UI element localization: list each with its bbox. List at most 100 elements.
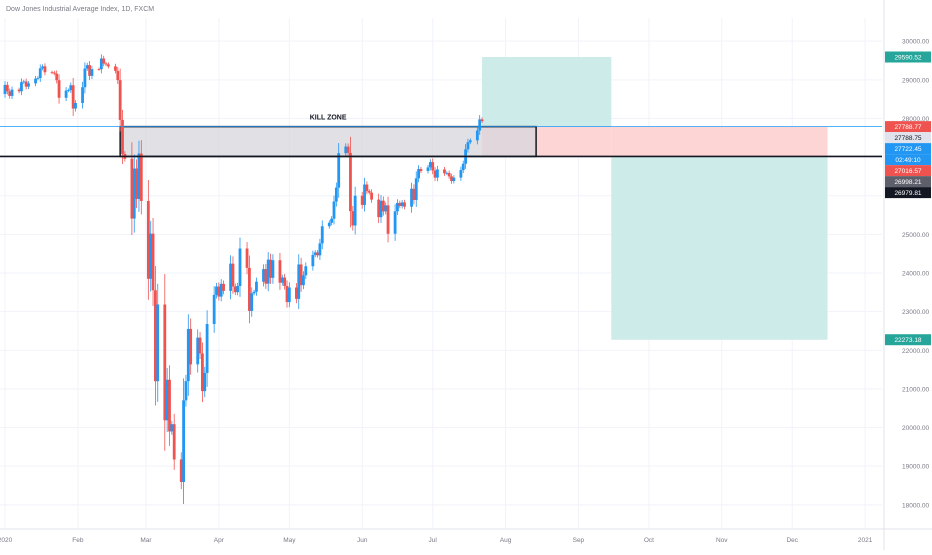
candle-body — [231, 263, 235, 287]
candle-body — [414, 178, 418, 200]
candle-body — [57, 80, 61, 98]
candle-body — [363, 184, 366, 205]
candle-body — [311, 255, 315, 267]
candle-body — [381, 200, 385, 212]
price-label: 27788.77 — [885, 121, 931, 133]
candle-body — [403, 202, 406, 207]
candle-body — [165, 379, 169, 421]
candle-body — [271, 260, 275, 278]
price-label-text: 27788.77 — [894, 124, 921, 131]
x-tick-label: Dec — [786, 537, 798, 544]
symbol-title: Dow Jones Industrial Average Index, 1D, … — [6, 6, 155, 13]
candle-body — [445, 172, 449, 174]
candle-body — [252, 291, 256, 294]
x-tick-label: Nov — [716, 537, 728, 544]
candle-body — [285, 285, 289, 303]
x-tick-label: Aug — [500, 537, 512, 544]
candle-body — [283, 277, 287, 286]
candle-body — [320, 226, 324, 244]
candle-body — [287, 287, 291, 303]
candle-body — [278, 260, 282, 283]
candle-body — [38, 68, 42, 78]
candle-body — [10, 89, 14, 96]
candle-body — [316, 252, 319, 256]
candle-body — [255, 281, 258, 292]
candle-body — [262, 269, 265, 282]
candle-body — [5, 84, 9, 92]
candle-body — [478, 119, 482, 131]
price-label-text: 02:49:10 — [895, 157, 921, 164]
y-tick-label: 20000.00 — [902, 425, 929, 432]
x-tick-label: Jun — [357, 537, 368, 544]
x-tick-label: Sep — [573, 537, 585, 544]
candle-body — [17, 89, 21, 92]
candle-body — [327, 222, 331, 227]
y-tick-label: 18000.00 — [902, 502, 929, 509]
candle-body — [384, 205, 388, 212]
price-label-text: 22273.18 — [894, 337, 921, 344]
candle-body — [182, 400, 185, 482]
candle-body — [179, 459, 183, 482]
candle-body — [107, 64, 110, 67]
candle-body — [295, 287, 298, 299]
price-label-bg — [885, 165, 931, 177]
candle-body — [118, 80, 122, 120]
price-label-text: 27016.57 — [894, 168, 921, 175]
price-label-bg — [885, 154, 931, 166]
short-stop-zone — [611, 126, 828, 157]
y-tick-label: 29000.00 — [902, 77, 929, 84]
price-label: 27788.75 — [885, 132, 931, 144]
candle-body — [81, 87, 84, 103]
candle-body — [452, 177, 456, 182]
candle-body — [450, 176, 453, 182]
candle-body — [20, 82, 23, 92]
candle-body — [149, 233, 153, 279]
candle-body — [27, 83, 30, 87]
candle-body — [447, 172, 451, 177]
candle-body — [238, 248, 242, 286]
y-tick-label: 21000.00 — [902, 386, 929, 393]
candle-body — [393, 211, 397, 234]
candle-body — [135, 168, 138, 199]
candle-body — [22, 81, 26, 83]
candle-body — [443, 169, 446, 174]
price-label-bg — [885, 132, 931, 144]
candle-body — [233, 286, 237, 293]
x-tick-label: Feb — [72, 537, 84, 544]
time-axis[interactable]: 2020 Feb Mar Apr May Jun Jul Aug Sep Oct Nov Dec 202… — [0, 528, 932, 544]
kill-zone-label: KILL ZONE — [310, 115, 347, 122]
candle-body — [431, 162, 435, 171]
candle-body — [417, 169, 420, 179]
x-tick-label: 2021 — [858, 537, 873, 544]
y-tick-label: 28000.00 — [902, 116, 929, 123]
price-axis[interactable]: 30000.0029000.0028000.0027000.0026000.00… — [883, 0, 929, 550]
candle-body — [480, 119, 484, 122]
candle-body — [337, 153, 341, 188]
candle-body — [410, 188, 413, 207]
candle-body — [114, 66, 117, 71]
price-label-bg — [885, 51, 931, 63]
candle-body — [41, 66, 44, 69]
candle-body — [198, 337, 202, 354]
candle-body — [163, 304, 167, 421]
x-tick-label: Mar — [140, 537, 152, 544]
candle-body — [280, 277, 284, 283]
x-tick-label: 2020 — [0, 537, 13, 544]
candle-body — [88, 65, 91, 76]
candle-body — [36, 77, 40, 79]
candle-body — [297, 264, 301, 299]
candle-body — [24, 81, 28, 87]
candle-body — [52, 72, 56, 74]
price-label-bg — [885, 121, 931, 133]
candle-body — [222, 283, 225, 291]
candle-body — [266, 259, 270, 284]
y-tick-label: 19000.00 — [902, 464, 929, 471]
candle-body — [468, 140, 472, 143]
kill-zone-rectangle[interactable] — [119, 125, 537, 158]
candle-body — [229, 263, 232, 291]
long-target-zone — [482, 57, 612, 127]
candle-body — [245, 248, 249, 268]
candle-body — [412, 188, 416, 200]
